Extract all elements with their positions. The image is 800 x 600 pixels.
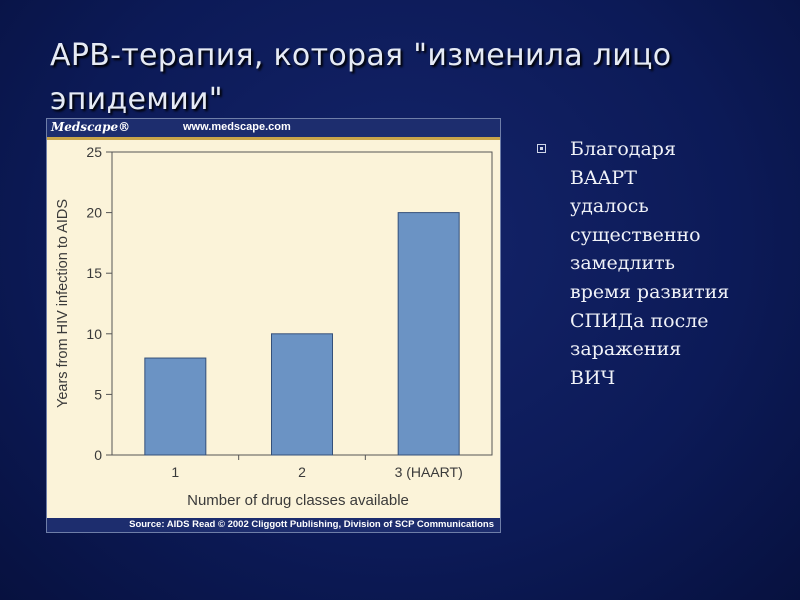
medscape-logo: Medscape®	[51, 120, 131, 134]
y-tick-label: 20	[86, 205, 102, 221]
x-axis-label: Number of drug classes available	[187, 492, 409, 509]
x-tick-label: 1	[171, 464, 179, 480]
y-tick-label: 15	[86, 265, 102, 281]
y-tick-label: 10	[86, 326, 102, 342]
x-tick-label: 2	[298, 464, 306, 480]
bar-2	[271, 333, 333, 456]
y-tick-label: 0	[94, 447, 102, 463]
bullet-text: Благодаря BAAPT удалось существенно заме…	[570, 138, 730, 389]
figure-header: Medscape® www.medscape.com	[47, 119, 500, 140]
source-url: www.medscape.com	[183, 121, 291, 133]
y-tick-label: 5	[94, 386, 102, 402]
chart-figure: Medscape® www.medscape.com 0 5 10 15 20 25 1 2 3…	[46, 118, 501, 533]
y-axis-label: Years from HIV infection to AIDS	[55, 199, 71, 408]
slide-title: АРВ-терапия, которая "изменила лицо эпид…	[50, 38, 672, 117]
bar-chart: 0 5 10 15 20 25 1 2 3 (HAART) Number of drug clas…	[55, 144, 493, 509]
figure-footer: Source: AIDS Read © 2002 Cliggott Publis…	[47, 518, 500, 532]
bar-3	[397, 212, 460, 456]
square-bullet-icon	[537, 144, 546, 153]
bar-1	[144, 357, 207, 456]
source-credit: Source: AIDS Read © 2002 Cliggott Publis…	[129, 519, 494, 530]
x-tick-label: 3 (HAART)	[395, 464, 463, 480]
y-tick-label: 25	[86, 144, 102, 160]
